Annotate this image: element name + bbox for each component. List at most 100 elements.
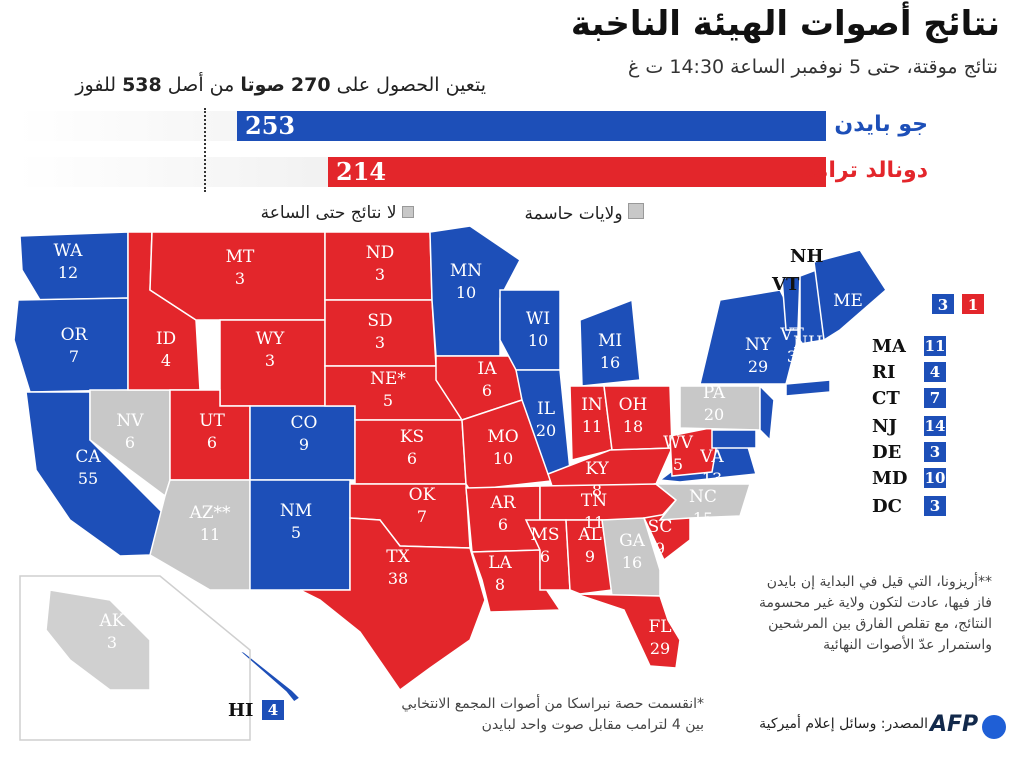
state-code-ok: OK	[409, 485, 436, 505]
state-code-tn: TN	[581, 491, 607, 511]
threshold-line	[204, 108, 206, 192]
state-ev-sc: 9	[655, 539, 665, 558]
bar-biden: 253	[237, 111, 826, 141]
side-value-ct: 7	[930, 389, 940, 407]
side-value-dc: 3	[930, 497, 940, 515]
footnote-arizona: **أريزونا، التي قيل في البداية إن بايدن …	[758, 574, 992, 653]
state-code-ny: NY	[745, 335, 772, 355]
state-code-vt: VT	[779, 325, 804, 345]
state-mi	[579, 298, 641, 387]
state-code-nd: ND	[366, 243, 395, 263]
state-ev-nv: 6	[125, 433, 135, 452]
page-title: نتائج أصوات الهيئة الناخبة	[570, 4, 1000, 44]
state-ev-nm: 5	[291, 523, 301, 542]
state-code-ky: KY	[585, 459, 609, 479]
side-code-ct: CT	[872, 388, 900, 409]
state-code-wi: WI	[526, 309, 550, 329]
state-ev-la: 8	[495, 575, 505, 594]
state-labels: WA12OR7CA55NV6ID4MT3WY3UT6CO9AZ**11NM5ND…	[54, 241, 863, 658]
state-code-sd: SD	[367, 311, 392, 331]
state-code-mo: MO	[487, 427, 518, 447]
state-ev-fl: 29	[650, 639, 670, 658]
state-code-nm: NM	[280, 501, 312, 521]
side-code-dc: DC	[872, 496, 902, 517]
side-code-vt: VT	[771, 274, 800, 295]
state-shapes	[13, 225, 887, 741]
side-box-me-biden	[932, 294, 954, 314]
side-box-dc	[924, 496, 946, 516]
legend-label-no-results: لا نتائج حتى الساعة	[260, 203, 397, 223]
state-ev-nc: 15	[693, 509, 713, 528]
state-ev-al: 9	[585, 547, 595, 566]
majority-pre: يتعين الحصول على	[336, 74, 486, 96]
side-code-nj: NJ	[872, 416, 897, 437]
state-code-id: ID	[156, 329, 176, 349]
side-code-ri: RI	[872, 362, 895, 383]
state-ev-or: 7	[69, 347, 79, 366]
side-box-md	[924, 468, 946, 488]
state-code-ia: IA	[478, 359, 498, 379]
state-ev-mn: 10	[456, 283, 476, 302]
legend-swatch-no-results	[402, 206, 414, 218]
state-ev-ia: 6	[482, 381, 492, 400]
state-ev-ar: 6	[498, 515, 508, 534]
state-ev-ut: 6	[207, 433, 217, 452]
state-me	[813, 249, 887, 342]
state-ev-az: 11	[200, 525, 220, 544]
state-code-nh: NH	[793, 333, 823, 353]
state-ev-mt: 3	[235, 269, 245, 288]
state-ev-wi: 10	[528, 331, 548, 350]
state-code-ne: NE*	[370, 369, 406, 389]
side-value-ri: 4	[930, 363, 940, 381]
state-ev-ms: 6	[540, 547, 550, 566]
state-ev-nd: 3	[375, 265, 385, 284]
state-ev-ok: 7	[417, 507, 427, 526]
majority-unit: صوتا	[240, 74, 285, 96]
majority-votes: 270	[290, 74, 331, 96]
state-code-nc: NC	[689, 487, 717, 507]
state-code-ut: UT	[199, 411, 225, 431]
legend-battleground: ولايات حاسمة	[524, 203, 644, 224]
state-code-ms: MS	[530, 525, 559, 545]
majority-mid: من أصل	[167, 74, 235, 96]
state-code-wa: WA	[54, 241, 84, 261]
state-ev-sd: 3	[375, 333, 385, 352]
state-code-il: IL	[537, 399, 555, 419]
bar-value-biden: 253	[245, 111, 296, 140]
side-value-ma: 11	[925, 337, 946, 355]
state-code-al: AL	[577, 525, 602, 545]
state-code-or: OR	[61, 325, 89, 345]
state-nc	[653, 483, 752, 521]
state-code-mn: MN	[450, 261, 482, 281]
state-code-wv: WV	[663, 433, 693, 453]
us-map: WA12OR7CA55NV6ID4MT3WY3UT6CO9AZ**11NM5ND…	[13, 225, 984, 741]
afp-logo: AFP	[930, 712, 979, 737]
bar-track-biden: 253	[18, 111, 826, 141]
side-box-me-trump	[962, 294, 984, 314]
state-code-in: IN	[581, 395, 603, 415]
state-ev-ky: 8	[592, 481, 602, 500]
state-code-oh: OH	[619, 395, 648, 415]
side-box-de	[924, 442, 946, 462]
footnote-nebraska: *انقسمت حصة نبراسكا من أصوات المجمع الان…	[401, 696, 704, 733]
state-hi	[237, 649, 302, 704]
state-ev-in: 11	[582, 417, 602, 436]
state-code-co: CO	[291, 413, 318, 433]
state-code-nv: NV	[116, 411, 144, 431]
side-code-hi: HI	[228, 700, 253, 721]
side-box-ri	[924, 362, 946, 382]
state-ev-oh: 18	[623, 417, 643, 436]
state-ev-il: 20	[536, 421, 556, 440]
afp-logo-dot	[982, 715, 1006, 739]
state-ev-wv: 5	[673, 455, 683, 474]
state-ev-mi: 16	[600, 353, 620, 372]
state-ev-va: 13	[702, 469, 722, 488]
state-code-ak: AK	[99, 611, 125, 631]
state-code-sc: SC	[648, 517, 673, 537]
state-code-va: VA	[699, 447, 724, 467]
state-code-ca: CA	[75, 447, 101, 467]
side-code-md: MD	[872, 468, 908, 489]
state-md	[711, 429, 757, 449]
state-ev-ak: 3	[107, 633, 117, 652]
